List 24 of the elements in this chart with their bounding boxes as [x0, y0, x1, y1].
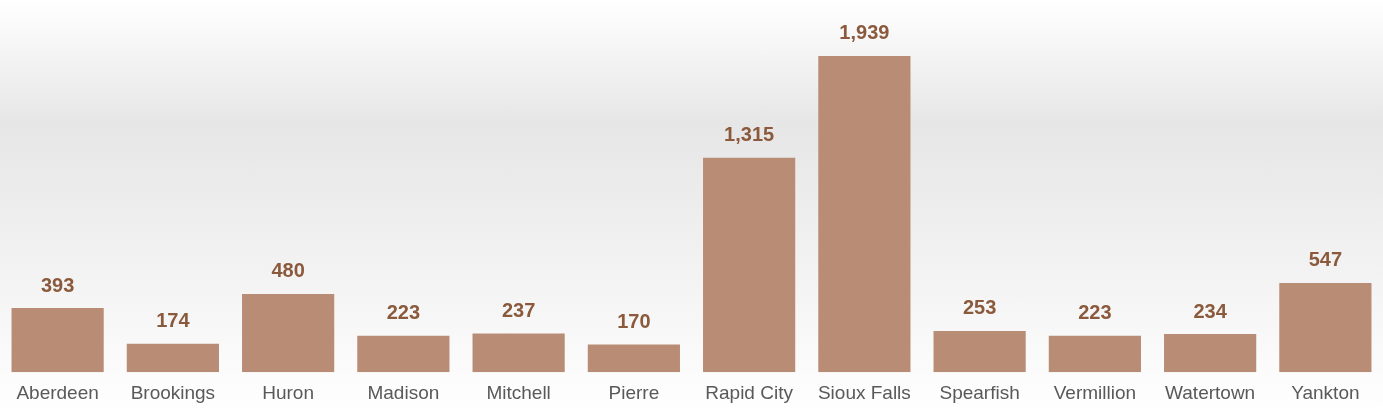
data-label: 480 [271, 259, 305, 282]
data-label: 547 [1308, 248, 1343, 271]
x-tick-label: Aberdeen [16, 381, 99, 403]
x-tick-label: Pierre [608, 381, 660, 403]
x-tick-label: Yankton [1291, 381, 1360, 403]
data-label: 253 [962, 296, 997, 319]
x-tick-label: Sioux Falls [817, 381, 911, 403]
data-label: 1,315 [724, 123, 775, 146]
x-tick-label: Vermillion [1053, 381, 1137, 403]
data-label: 223 [1078, 301, 1112, 324]
data-label: 1,939 [839, 21, 890, 44]
data-label: 223 [386, 301, 421, 324]
x-tick-label: Watertown [1165, 381, 1256, 403]
data-label: 393 [40, 273, 75, 296]
data-label: 174 [156, 309, 191, 332]
x-tick-label: Madison [367, 381, 440, 403]
x-tick-label: Brookings [130, 381, 216, 403]
x-tick-label: Huron [262, 381, 314, 403]
data-label: 237 [501, 299, 536, 322]
x-tick-label: Mitchell [486, 381, 551, 403]
data-label: 234 [1193, 299, 1228, 322]
x-tick-label: Rapid City [705, 381, 794, 403]
x-tick-label: Spearfish [939, 381, 1020, 403]
data-label: 170 [617, 309, 651, 332]
